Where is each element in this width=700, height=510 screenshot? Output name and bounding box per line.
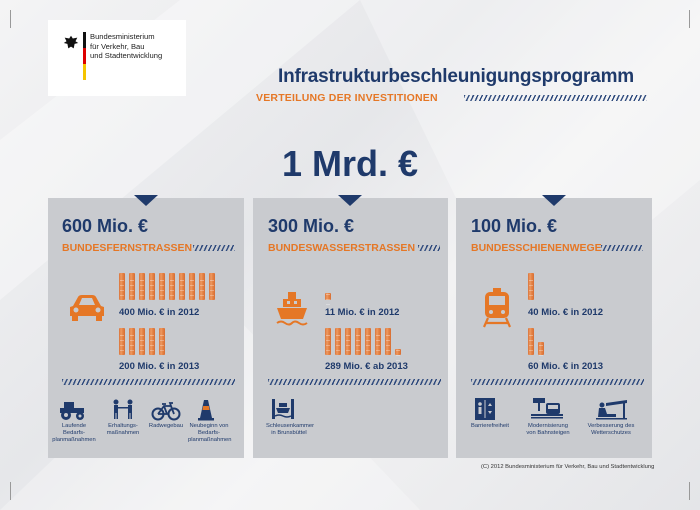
- train-icon: [482, 288, 512, 328]
- federal-eagle-icon: [63, 35, 79, 49]
- item-label: Laufende Bedarfs-planmaßnahmen: [52, 423, 96, 443]
- bar-unit: [355, 328, 361, 355]
- bicycle-icon: [151, 402, 181, 421]
- bar-unit: [325, 328, 331, 355]
- value-label: 40 Mio. € in 2012: [528, 307, 603, 318]
- bar-unit: [119, 328, 125, 355]
- panel-pointer: [542, 195, 566, 206]
- item-label: Schleusenkammer in Brunsbüttel: [266, 423, 315, 436]
- copyright-note: (C) 2012 Bundesministerium für Verkehr, …: [481, 464, 655, 470]
- panel-pointer: [134, 195, 158, 206]
- bar-unit: [528, 328, 534, 355]
- bar-unit: [149, 328, 155, 355]
- ministry-logo: Bundesministerium für Verkehr, Bau und S…: [48, 20, 186, 96]
- bar-unit: [149, 273, 155, 300]
- value-label: 60 Mio. € in 2013: [528, 361, 603, 372]
- hatch-divider: [464, 95, 647, 101]
- bar-unit: [209, 273, 215, 300]
- bar-unit: [169, 273, 175, 300]
- item-label: Barrierefreiheit: [470, 423, 510, 429]
- bar-unit: [375, 328, 381, 355]
- item-label: Radwegebau: [148, 423, 184, 429]
- bar-unit: [129, 328, 135, 355]
- elevator-icon: [475, 398, 495, 420]
- hatch-divider: [193, 245, 235, 251]
- bar-unit: [139, 273, 145, 300]
- car-icon: [70, 295, 104, 321]
- value-label: 200 Mio. € in 2013: [119, 361, 200, 372]
- value-label: 289 Mio. € ab 2013: [325, 361, 408, 372]
- hatch-divider: [268, 379, 441, 385]
- bar-unit: [365, 328, 371, 355]
- ministry-name: Bundesministerium für Verkehr, Bau und S…: [90, 32, 163, 60]
- traffic-cone-icon: [198, 400, 214, 421]
- lock-chamber-icon: [272, 399, 294, 419]
- bar-unit: [199, 273, 205, 300]
- panel-amount: 100 Mio. €: [471, 216, 558, 236]
- bar-unit: [129, 273, 135, 300]
- bar-unit: [538, 341, 544, 355]
- crop-mark: [689, 482, 690, 500]
- value-label: 11 Mio. € in 2012: [325, 307, 400, 318]
- panel-category: BUNDESSCHIENENWEGE: [471, 242, 602, 254]
- hatch-divider: [62, 379, 235, 385]
- workers-icon: [113, 399, 133, 419]
- item-label: Modernisierung von Bahnsteigen: [526, 423, 570, 436]
- bar-unit: [179, 273, 185, 300]
- bar-unit: [528, 273, 534, 300]
- bar-unit: [189, 273, 195, 300]
- hatch-divider: [471, 379, 644, 385]
- value-label: 400 Mio. € in 2012: [119, 307, 200, 318]
- hatch-divider: [418, 245, 440, 251]
- tractor-icon: [60, 402, 84, 420]
- platform-icon: [531, 398, 563, 419]
- item-label: Erhaltungs-maßnahmen: [106, 423, 140, 436]
- shelter-icon: [596, 400, 627, 420]
- page-title: Infrastrukturbeschleunigungsprogramm: [278, 66, 634, 87]
- bar-unit: [119, 273, 125, 300]
- ship-icon: [276, 292, 308, 326]
- bar-unit: [159, 273, 165, 300]
- item-label: Verbesserung des Wetterschutzes: [587, 423, 635, 436]
- page-subtitle: VERTEILUNG DER INVESTITIONEN: [256, 92, 438, 104]
- bar-unit: [345, 328, 351, 355]
- german-flag-stripe: [83, 32, 86, 80]
- panel-category: BUNDESFERNSTRASSEN: [62, 242, 193, 254]
- bar-unit: [395, 348, 401, 355]
- crop-mark: [689, 10, 690, 28]
- hatch-divider: [601, 245, 643, 251]
- item-label: Neubeginn von Bedarfs-planmaßnahmen: [188, 423, 232, 443]
- panel-category: BUNDESWASSERSTRASSEN: [268, 242, 416, 254]
- panel-amount: 600 Mio. €: [62, 216, 149, 236]
- crop-mark: [10, 482, 11, 500]
- crop-mark: [10, 10, 11, 28]
- bar-unit: [325, 292, 331, 300]
- total-amount: 1 Mrd. €: [281, 143, 419, 184]
- bar-unit: [335, 328, 341, 355]
- bar-unit: [385, 328, 391, 355]
- bar-unit: [159, 328, 165, 355]
- panel-amount: 300 Mio. €: [268, 216, 355, 236]
- bar-unit: [139, 328, 145, 355]
- panel-pointer: [338, 195, 362, 206]
- panel-wasserstrassen: [253, 198, 448, 458]
